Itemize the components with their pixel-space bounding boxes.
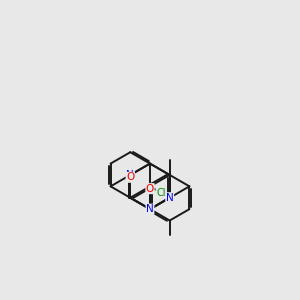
Text: O: O xyxy=(146,184,154,194)
Text: N: N xyxy=(126,170,134,180)
Text: Cl: Cl xyxy=(156,188,166,198)
Text: N: N xyxy=(166,193,174,203)
Text: N: N xyxy=(146,204,154,214)
Text: O: O xyxy=(126,172,134,182)
